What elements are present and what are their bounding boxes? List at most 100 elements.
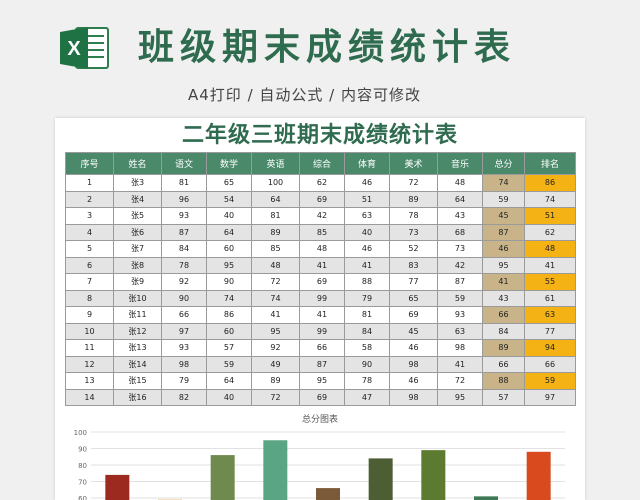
table-cell: 79 xyxy=(161,372,207,390)
table-cell: 65 xyxy=(206,174,252,192)
table-cell: 87 xyxy=(161,223,207,241)
table-cell: 83 xyxy=(389,256,438,274)
table-row: 4 张6 87 64 89 85 40 73 68 87 62 xyxy=(65,223,576,241)
y-tick-label: 100 xyxy=(74,429,87,437)
column-header: 数学 xyxy=(206,152,252,175)
table-cell: 89 xyxy=(389,190,438,208)
table-cell: 40 xyxy=(344,223,390,241)
chart-plot: 100 90 80 70 60 xyxy=(74,429,565,500)
table-cell: 74 xyxy=(251,289,300,307)
table-cell: 89 xyxy=(251,372,300,390)
table-cell: 51 xyxy=(524,207,576,225)
table-cell: 46 xyxy=(482,240,525,258)
table-cell: 72 xyxy=(251,273,300,291)
table-row: 5 张7 84 60 85 48 46 52 73 46 48 xyxy=(65,240,576,258)
table-cell: 88 xyxy=(482,372,525,390)
table-cell: 72 xyxy=(389,174,438,192)
table-cell: 90 xyxy=(344,355,390,373)
page-subtitle: A4打印 / 自动公式 / 内容可修改 xyxy=(188,86,421,104)
table-cell: 86 xyxy=(206,306,252,324)
table-cell: 84 xyxy=(344,322,390,340)
table-cell: 78 xyxy=(389,207,438,225)
table-cell: 64 xyxy=(206,223,252,241)
y-tick-label: 80 xyxy=(78,462,87,470)
table-cell: 99 xyxy=(299,289,345,307)
table-cell: 张10 xyxy=(113,289,162,307)
table-cell: 69 xyxy=(299,190,345,208)
table-cell: 9 xyxy=(65,306,114,324)
table-cell: 65 xyxy=(389,289,438,307)
chart-title: 总分图表 xyxy=(301,415,338,425)
column-header: 语文 xyxy=(161,152,207,175)
logo-letter: X xyxy=(67,38,81,60)
column-header: 音乐 xyxy=(437,152,483,175)
table-cell: 46 xyxy=(389,339,438,357)
table-cell: 98 xyxy=(389,355,438,373)
table-cell: 66 xyxy=(482,306,525,324)
table-cell: 79 xyxy=(344,289,390,307)
table-cell: 93 xyxy=(437,306,483,324)
table-cell: 张13 xyxy=(113,339,162,357)
table-cell: 98 xyxy=(161,355,207,373)
table-cell: 张5 xyxy=(113,207,162,225)
table-cell: 86 xyxy=(524,174,576,192)
total-score-chart: 总分图表 100 90 80 70 60 xyxy=(65,408,575,500)
score-table: 序号 姓名 语文 数学 英语 综合 体育 美术 音乐 总分 排名 1 张3 81 65 100 62 46 72 4… xyxy=(65,152,576,406)
table-cell: 41 xyxy=(299,306,345,324)
table-cell: 41 xyxy=(299,256,345,274)
table-cell: 46 xyxy=(344,240,390,258)
table-cell: 74 xyxy=(524,190,576,208)
table-cell: 88 xyxy=(344,273,390,291)
table-cell: 62 xyxy=(299,174,345,192)
y-tick-label: 70 xyxy=(78,479,87,487)
table-cell: 42 xyxy=(437,256,483,274)
table-cell: 43 xyxy=(437,207,483,225)
table-cell: 张6 xyxy=(113,223,162,241)
table-cell: 张16 xyxy=(113,388,162,406)
table-cell: 60 xyxy=(206,322,252,340)
table-cell: 87 xyxy=(299,355,345,373)
column-header: 总分 xyxy=(482,152,525,175)
table-row: 2 张4 96 54 64 69 51 89 64 59 74 xyxy=(65,190,576,208)
table-cell: 72 xyxy=(251,388,300,406)
table-cell: 78 xyxy=(161,256,207,274)
chart-bar xyxy=(263,440,288,500)
table-cell: 64 xyxy=(206,372,252,390)
table-cell: 66 xyxy=(299,339,345,357)
table-cell: 85 xyxy=(299,223,345,241)
table-cell: 55 xyxy=(524,273,576,291)
table-cell: 张3 xyxy=(113,174,162,192)
table-row: 8 张10 90 74 74 99 79 65 59 43 61 xyxy=(65,289,576,307)
table-cell: 95 xyxy=(299,372,345,390)
table-cell: 张9 xyxy=(113,273,162,291)
table-cell: 45 xyxy=(389,322,438,340)
table-cell: 89 xyxy=(482,339,525,357)
table-cell: 82 xyxy=(161,388,207,406)
table-cell: 94 xyxy=(524,339,576,357)
table-cell: 张12 xyxy=(113,322,162,340)
table-cell: 1 xyxy=(65,174,114,192)
y-tick-label: 90 xyxy=(78,446,87,454)
table-cell: 54 xyxy=(206,190,252,208)
table-cell: 62 xyxy=(524,223,576,241)
table-row: 1 张3 81 65 100 62 46 72 48 74 86 xyxy=(65,174,576,192)
table-cell: 14 xyxy=(65,388,114,406)
table-cell: 95 xyxy=(251,322,300,340)
table-row: 14 张16 82 40 72 69 47 98 95 57 97 xyxy=(65,388,576,406)
table-cell: 47 xyxy=(344,388,390,406)
table-cell: 66 xyxy=(482,355,525,373)
chart-bar xyxy=(368,458,393,500)
table-cell: 72 xyxy=(437,372,483,390)
table-cell: 57 xyxy=(482,388,525,406)
table-row: 6 张8 78 95 48 41 41 83 42 95 41 xyxy=(65,256,576,274)
column-header: 体育 xyxy=(344,152,390,175)
table-cell: 74 xyxy=(206,289,252,307)
table-cell: 63 xyxy=(437,322,483,340)
table-cell: 张15 xyxy=(113,372,162,390)
chart-bar xyxy=(421,450,446,500)
table-cell: 73 xyxy=(389,223,438,241)
column-header: 综合 xyxy=(299,152,345,175)
sheet-title: 二年级三班期末成绩统计表 xyxy=(181,123,458,148)
table-cell: 97 xyxy=(524,388,576,406)
table-cell: 81 xyxy=(161,174,207,192)
